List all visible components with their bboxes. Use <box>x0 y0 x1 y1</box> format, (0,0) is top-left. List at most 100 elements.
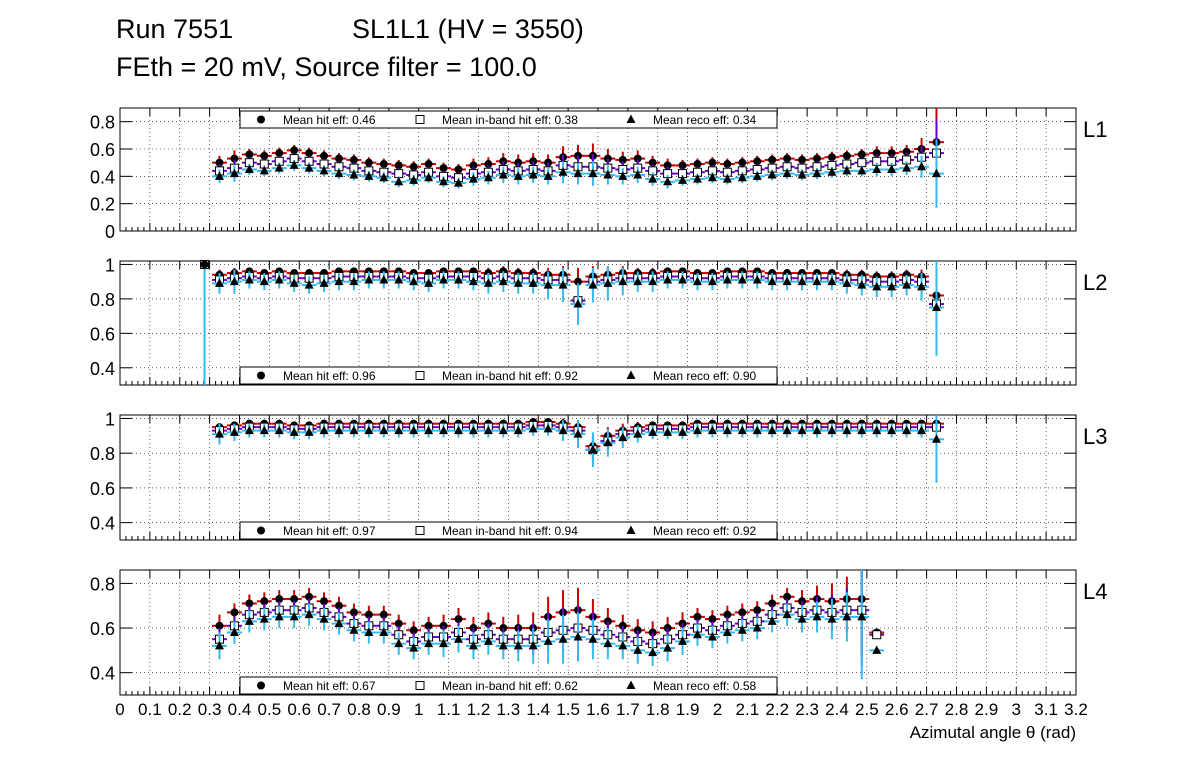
data-point <box>618 432 628 442</box>
data-point <box>468 174 478 183</box>
data-point <box>618 171 628 180</box>
legend-entry: Mean reco eff: 0.90 <box>653 369 757 383</box>
x-axis-title: Azimutal angle θ (rad) <box>910 723 1076 742</box>
x-tick-label: 2 <box>713 700 722 719</box>
data-point <box>738 158 747 167</box>
data-point <box>767 616 777 625</box>
data-point <box>334 276 344 286</box>
data-point <box>708 158 717 167</box>
x-tick-label: 2.1 <box>736 700 760 719</box>
data-point <box>349 608 358 617</box>
data-point <box>200 260 209 269</box>
legend-box <box>239 110 778 129</box>
data-point <box>618 640 628 650</box>
legend: Mean hit eff: 0.96 Mean in-band hit eff: … <box>239 366 778 385</box>
data-point <box>274 611 284 621</box>
data-point <box>573 277 582 286</box>
data-point <box>275 149 284 158</box>
data-point <box>872 281 882 291</box>
data-point <box>827 425 837 435</box>
legend-entry: Mean in-band hit eff: 0.38 <box>442 113 578 127</box>
data-point <box>931 302 941 311</box>
series-triangle <box>212 139 944 208</box>
legend-marker <box>257 115 265 124</box>
x-tick-label: 0.8 <box>347 700 371 719</box>
data-point <box>782 168 792 178</box>
data-point <box>543 171 553 180</box>
y-tick-label: 0.8 <box>90 290 115 310</box>
panel-frame <box>119 569 1077 696</box>
data-point <box>767 425 777 435</box>
data-point <box>753 157 762 166</box>
panel-label: L2 <box>1083 270 1107 295</box>
x-tick-label: 0.3 <box>198 700 222 719</box>
data-point <box>453 274 463 284</box>
data-point <box>394 619 403 628</box>
data-point <box>289 427 299 436</box>
data-point <box>812 154 821 163</box>
data-point <box>364 158 373 167</box>
data-point <box>812 168 822 178</box>
data-point <box>857 425 867 435</box>
legend-box <box>239 521 778 540</box>
data-point <box>737 274 747 284</box>
data-point <box>842 611 852 621</box>
data-point <box>364 171 374 180</box>
data-point <box>782 276 792 286</box>
data-point <box>633 169 643 179</box>
data-point <box>663 427 673 436</box>
legend-entry: Mean in-band hit eff: 0.92 <box>442 369 578 383</box>
panel-label: L1 <box>1083 117 1107 142</box>
data-point <box>215 621 224 630</box>
x-tick-label: 1.5 <box>556 700 580 719</box>
x-tick-label: 2.3 <box>795 700 819 719</box>
data-point <box>902 280 912 289</box>
data-point <box>767 276 777 286</box>
data-point <box>304 163 314 172</box>
data-point <box>648 276 658 286</box>
series-triangle <box>212 415 944 483</box>
data-point <box>424 160 433 169</box>
data-point <box>394 638 404 648</box>
data-point <box>633 154 642 163</box>
data-point <box>259 614 269 623</box>
data-point <box>319 165 329 175</box>
legend: Mean hit eff: 0.67 Mean in-band hit eff: … <box>239 676 778 695</box>
legend-entry: Mean in-band hit eff: 0.94 <box>442 524 578 538</box>
data-point <box>768 599 777 608</box>
data-point <box>663 176 673 186</box>
legend-entry: Mean hit eff: 0.46 <box>283 113 376 127</box>
data-point <box>394 176 404 186</box>
panels-layer: 0 0.2 0.4 0.6 0.8 L1 Mean hit eff: 0.46 Mean in… <box>90 107 1107 719</box>
data-point <box>229 276 239 286</box>
y-tick-label: 0.4 <box>90 664 115 684</box>
legend-box <box>239 676 778 695</box>
data-point <box>305 592 314 601</box>
data-point <box>663 274 673 284</box>
data-point <box>214 429 224 438</box>
data-point <box>678 636 688 645</box>
data-point <box>603 638 613 648</box>
data-point <box>394 161 403 170</box>
data-point <box>334 154 343 163</box>
data-point <box>453 425 463 435</box>
data-point <box>797 169 807 179</box>
data-point <box>379 274 389 284</box>
data-point <box>424 278 434 287</box>
data-point <box>872 630 882 640</box>
data-point <box>902 163 912 172</box>
data-point <box>558 634 568 643</box>
data-point <box>678 175 688 184</box>
data-point <box>827 167 837 176</box>
data-point <box>454 615 463 624</box>
data-point <box>409 175 419 184</box>
data-point <box>528 640 538 650</box>
data-point <box>453 634 463 643</box>
data-point <box>723 160 732 169</box>
panel-l2: 0.4 0.6 0.8 1 L2 Mean hit eff: 0.96 Mean in-ba… <box>90 255 1107 386</box>
data-point <box>304 609 314 619</box>
data-point <box>558 280 568 289</box>
data-point <box>768 155 777 164</box>
panel-l1: 0 0.2 0.4 0.6 0.8 L1 Mean hit eff: 0.46 Mean in… <box>90 107 1107 242</box>
data-point <box>260 151 269 160</box>
